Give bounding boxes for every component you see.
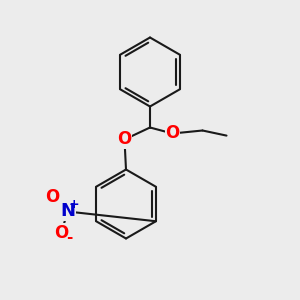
Text: O: O: [165, 124, 180, 142]
Text: N: N: [60, 202, 75, 220]
Text: O: O: [117, 130, 132, 148]
Text: O: O: [54, 224, 69, 242]
Text: O: O: [45, 188, 60, 206]
Text: -: -: [66, 230, 72, 245]
Text: +: +: [69, 197, 80, 211]
